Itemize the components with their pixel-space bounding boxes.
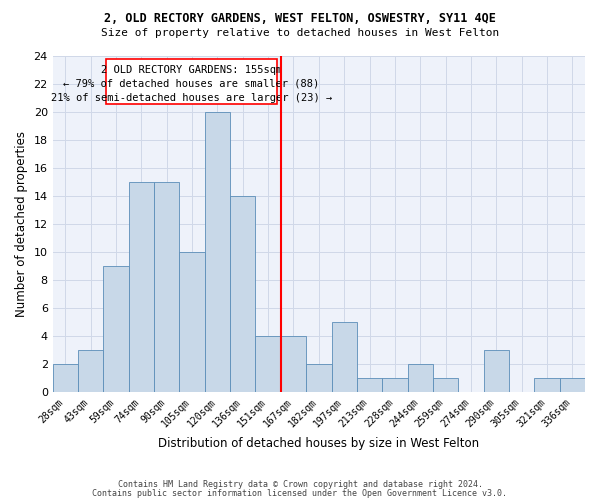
Bar (179, 252, 205, 392)
Bar (535, 378, 560, 392)
Bar (106, 58, 277, 104)
Bar (205, 112, 230, 392)
Y-axis label: Number of detached properties: Number of detached properties (15, 131, 28, 317)
Text: 2, OLD RECTORY GARDENS, WEST FELTON, OSWESTRY, SY11 4QE: 2, OLD RECTORY GARDENS, WEST FELTON, OSW… (104, 12, 496, 26)
Bar (230, 196, 256, 392)
Text: 21% of semi-detached houses are larger (23) →: 21% of semi-detached houses are larger (… (51, 93, 332, 103)
Bar (407, 364, 433, 392)
Bar (332, 322, 357, 392)
Bar (357, 378, 382, 392)
Text: Contains HM Land Registry data © Crown copyright and database right 2024.: Contains HM Land Registry data © Crown c… (118, 480, 482, 489)
Text: 2 OLD RECTORY GARDENS: 155sqm: 2 OLD RECTORY GARDENS: 155sqm (101, 65, 282, 75)
Text: ← 79% of detached houses are smaller (88): ← 79% of detached houses are smaller (88… (64, 79, 320, 89)
Bar (484, 350, 509, 392)
Bar (256, 336, 281, 392)
X-axis label: Distribution of detached houses by size in West Felton: Distribution of detached houses by size … (158, 437, 479, 450)
Bar (281, 336, 306, 392)
Bar (560, 378, 585, 392)
Bar (306, 364, 332, 392)
Text: Contains public sector information licensed under the Open Government Licence v3: Contains public sector information licen… (92, 489, 508, 498)
Bar (129, 182, 154, 392)
Bar (154, 182, 179, 392)
Bar (103, 266, 129, 392)
Bar (53, 364, 78, 392)
Text: Size of property relative to detached houses in West Felton: Size of property relative to detached ho… (101, 28, 499, 38)
Bar (78, 350, 103, 392)
Bar (382, 378, 407, 392)
Bar (433, 378, 458, 392)
